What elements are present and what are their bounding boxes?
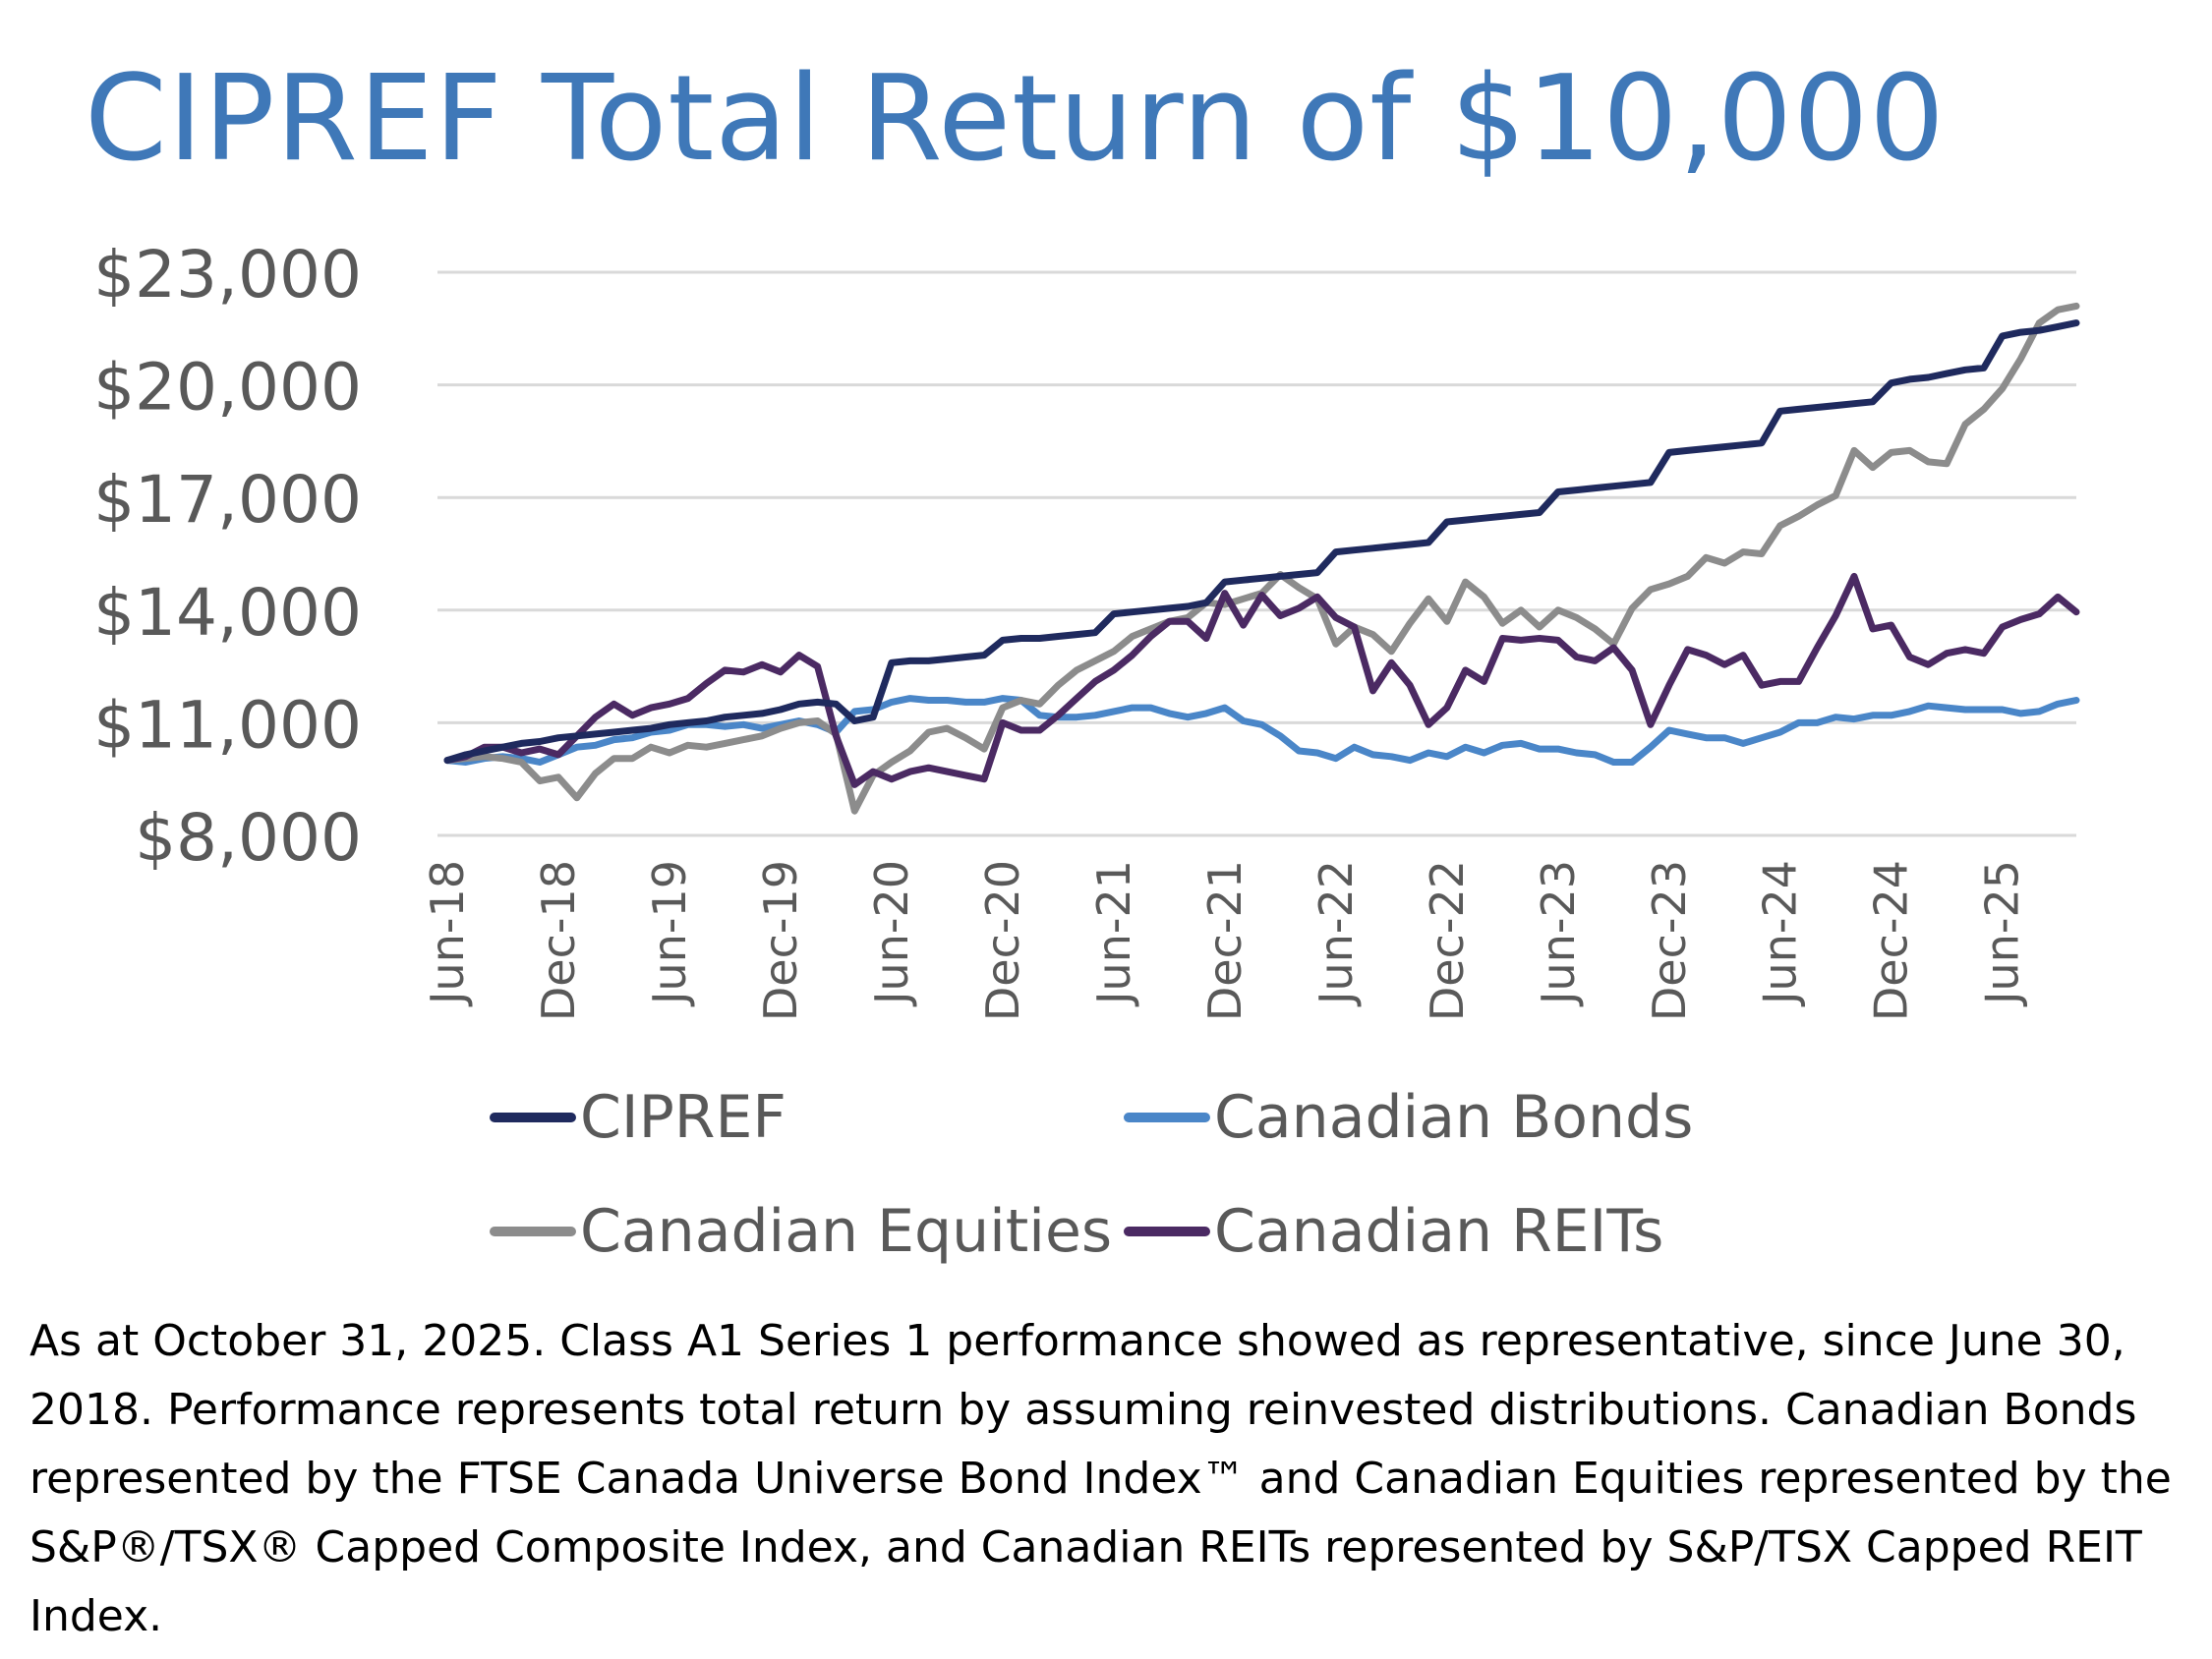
x-tick-label: Jun-20 (865, 860, 918, 1007)
series-line-cipref (443, 319, 2080, 765)
x-tick-label: Jun-23 (1532, 860, 1585, 1007)
y-tick-label: $17,000 (93, 462, 362, 538)
y-tick-label: $20,000 (93, 350, 362, 426)
x-tick-label: Jun-21 (1087, 860, 1140, 1007)
x-tick-label: Dec-24 (1865, 860, 1918, 1021)
series-line-canadian-bonds (443, 695, 2080, 766)
x-tick-label: Jun-18 (421, 860, 474, 1007)
series-line-canadian-reits (443, 572, 2080, 788)
y-tick-label: $14,000 (93, 575, 362, 651)
x-tick-label: Dec-20 (976, 860, 1029, 1021)
x-tick-label: Dec-21 (1198, 860, 1252, 1021)
x-tick-label: Dec-22 (1421, 860, 1474, 1021)
y-tick-label: $23,000 (93, 237, 362, 313)
x-tick-label: Jun-22 (1310, 860, 1363, 1007)
x-tick-label: Dec-18 (532, 860, 585, 1021)
chart-title: CIPREF Total Return of $10,000 (85, 51, 1946, 188)
x-axis-tick-labels: Jun-18 Dec-18 Jun-19 Dec-19 Jun-20 Dec-20 Jun-… (421, 860, 2029, 1021)
y-tick-label: $8,000 (135, 800, 362, 876)
footnote: As at October 31, 2025. Class A1 Series … (29, 1316, 2172, 1641)
x-tick-label: Jun-24 (1754, 860, 1807, 1007)
gridlines (437, 270, 2076, 837)
series-lines (443, 302, 2080, 815)
y-axis-tick-labels: $8,000 $11,000 $14,000 $17,000 $20,000 $23,00… (93, 237, 362, 876)
x-tick-label: Dec-23 (1643, 860, 1696, 1021)
series-line-canadian-equities (443, 302, 2080, 815)
y-tick-label: $11,000 (93, 687, 362, 763)
x-tick-label: Jun-25 (1976, 860, 2029, 1007)
x-tick-label: Jun-19 (643, 860, 696, 1007)
x-tick-label: Dec-19 (754, 860, 807, 1021)
